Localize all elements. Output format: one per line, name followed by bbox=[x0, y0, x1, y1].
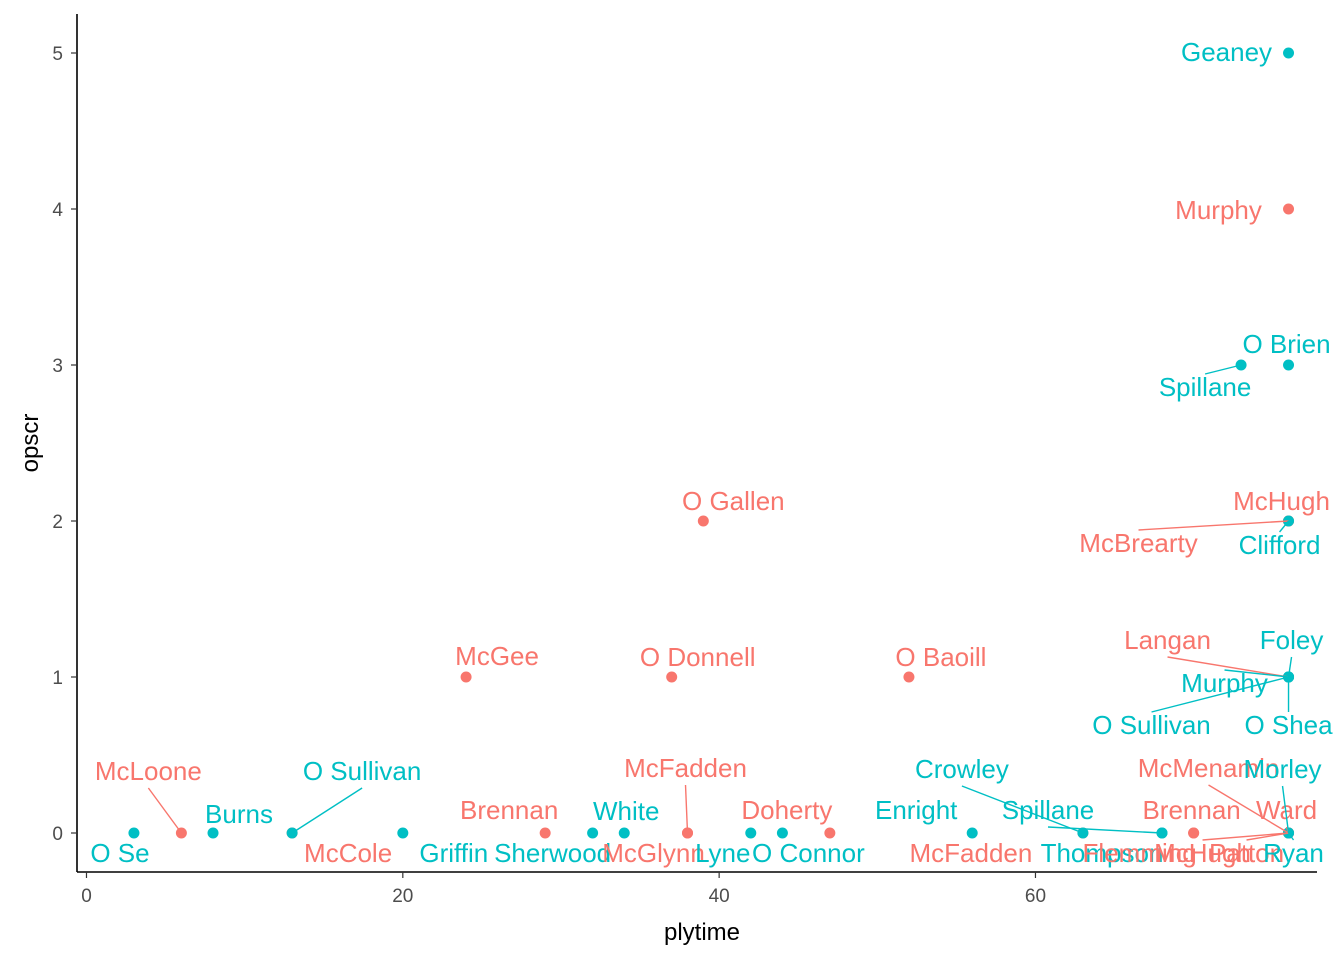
point-o-se bbox=[128, 827, 140, 839]
point-label-foley: Foley bbox=[1260, 625, 1324, 655]
point-geaney bbox=[1283, 47, 1295, 59]
point-label-mchugh: McHugh bbox=[1233, 486, 1330, 516]
point-lyne bbox=[745, 827, 757, 839]
point-label-langan: Langan bbox=[1124, 625, 1211, 655]
label-leader-patton bbox=[1246, 832, 1289, 841]
point-label-mcmenamin: McMenamin bbox=[1138, 753, 1280, 783]
point-label-o-brien: O Brien bbox=[1242, 329, 1330, 359]
y-tick-label: 1 bbox=[52, 668, 63, 689]
point-label-spillane: Spillane bbox=[1159, 372, 1252, 402]
y-axis-title: opscr bbox=[17, 414, 44, 473]
point-label-doherty: Doherty bbox=[741, 795, 832, 825]
point-label-geaney: Geaney bbox=[1181, 37, 1272, 67]
point-label-clifford: Clifford bbox=[1239, 530, 1321, 560]
point-label-mcfadden: McFadden bbox=[909, 838, 1032, 868]
point-o-baoill bbox=[903, 671, 915, 683]
label-leader-mcloone bbox=[147, 787, 182, 834]
y-tick-label: 2 bbox=[52, 512, 63, 533]
label-leader-o-sullivan bbox=[291, 787, 363, 834]
point-o-brien bbox=[1283, 359, 1295, 371]
point-burns bbox=[207, 827, 219, 839]
point-label-white: White bbox=[593, 796, 659, 826]
point-sherwood bbox=[587, 827, 599, 839]
point-flemming bbox=[1188, 827, 1200, 839]
x-tick-label: 60 bbox=[1025, 886, 1046, 907]
point-label-o-baoill: O Baoill bbox=[895, 642, 986, 672]
point-mcgee bbox=[460, 671, 472, 683]
point-label-mcloone: McLoone bbox=[95, 756, 202, 786]
label-leader-morley bbox=[1281, 785, 1290, 834]
point-label-mcfadden: McFadden bbox=[624, 753, 747, 783]
point-label-burns: Burns bbox=[205, 799, 273, 829]
point-o-connor bbox=[776, 827, 788, 839]
point-label-mcbrearty: McBrearty bbox=[1079, 528, 1197, 558]
label-leader-mcmenamin bbox=[1208, 784, 1289, 834]
label-leader-mcfadden bbox=[684, 784, 689, 834]
point-label-brennan: Brennan bbox=[460, 795, 558, 825]
y-tick-label: 5 bbox=[52, 44, 63, 65]
x-tick-label: 0 bbox=[81, 886, 92, 907]
point-label-murphy: Murphy bbox=[1175, 195, 1262, 225]
label-leader-mchugh bbox=[1202, 832, 1289, 841]
label-leader-ryan bbox=[1287, 832, 1295, 841]
ticks-layer: 0 20 40 60 0 1 2 3 4 5 bbox=[52, 44, 1046, 907]
point-label-lyne: Lyne bbox=[695, 838, 750, 868]
point-label-ryan: Ryan bbox=[1263, 838, 1324, 868]
point-label-mccole: McCole bbox=[304, 838, 392, 868]
label-leader-clifford bbox=[1278, 520, 1290, 533]
point-label-mchugh: McHugh bbox=[1154, 838, 1251, 868]
point-o-gallen bbox=[697, 515, 709, 527]
y-tick-label: 4 bbox=[52, 200, 63, 221]
point-brennan bbox=[539, 827, 551, 839]
y-tick-label: 3 bbox=[52, 356, 63, 377]
point-label-o-gallen: O Gallen bbox=[682, 486, 785, 516]
point-label-mcglynn: McGlynn bbox=[602, 838, 705, 868]
label-leader-langan bbox=[1167, 656, 1289, 678]
y-tick-label: 0 bbox=[52, 824, 63, 845]
label-leader-spillane bbox=[1047, 826, 1163, 834]
x-tick-label: 40 bbox=[709, 886, 730, 907]
point-o-donnell bbox=[666, 671, 678, 683]
point-label-o-sullivan: O Sullivan bbox=[303, 756, 422, 786]
label-leader-crowley bbox=[961, 785, 1084, 834]
point-label-spillane: Spillane bbox=[1002, 795, 1095, 825]
point-label-griffin: Griffin bbox=[419, 838, 488, 868]
x-axis-title: plytime bbox=[664, 919, 740, 946]
label-leader-murphy bbox=[1224, 669, 1289, 678]
point-label-o-shea: O Shea bbox=[1244, 710, 1333, 740]
label-leader-foley bbox=[1287, 656, 1293, 678]
point-label-flemming: Flemming bbox=[1083, 838, 1197, 868]
label-leader-mcbrearty bbox=[1138, 520, 1289, 531]
point-label-thompson: Thompson bbox=[1041, 838, 1164, 868]
label-leader-o-sullivan bbox=[1151, 676, 1289, 713]
point-white bbox=[618, 827, 630, 839]
point-murphy bbox=[1283, 203, 1295, 215]
point-enright bbox=[966, 827, 978, 839]
point-label-enright: Enright bbox=[875, 795, 958, 825]
label-leader-spillane bbox=[1204, 364, 1242, 375]
point-griffin bbox=[397, 827, 409, 839]
axes-layer bbox=[76, 14, 1317, 873]
point-label-morley: Morley bbox=[1244, 754, 1322, 784]
point-label-crowley: Crowley bbox=[915, 754, 1009, 784]
x-tick-label: 20 bbox=[392, 886, 413, 907]
point-doherty bbox=[824, 827, 836, 839]
point-label-mcgee: McGee bbox=[455, 641, 539, 671]
point-label-sherwood: Sherwood bbox=[494, 838, 611, 868]
point-label-o-se: O Se bbox=[90, 838, 149, 868]
point-label-brennan: Brennan bbox=[1142, 795, 1240, 825]
point-label-o-sullivan: O Sullivan bbox=[1092, 710, 1211, 740]
point-label-o-connor: O Connor bbox=[752, 838, 865, 868]
point-label-o-donnell: O Donnell bbox=[640, 642, 756, 672]
point-label-patton: Patton bbox=[1209, 838, 1284, 868]
